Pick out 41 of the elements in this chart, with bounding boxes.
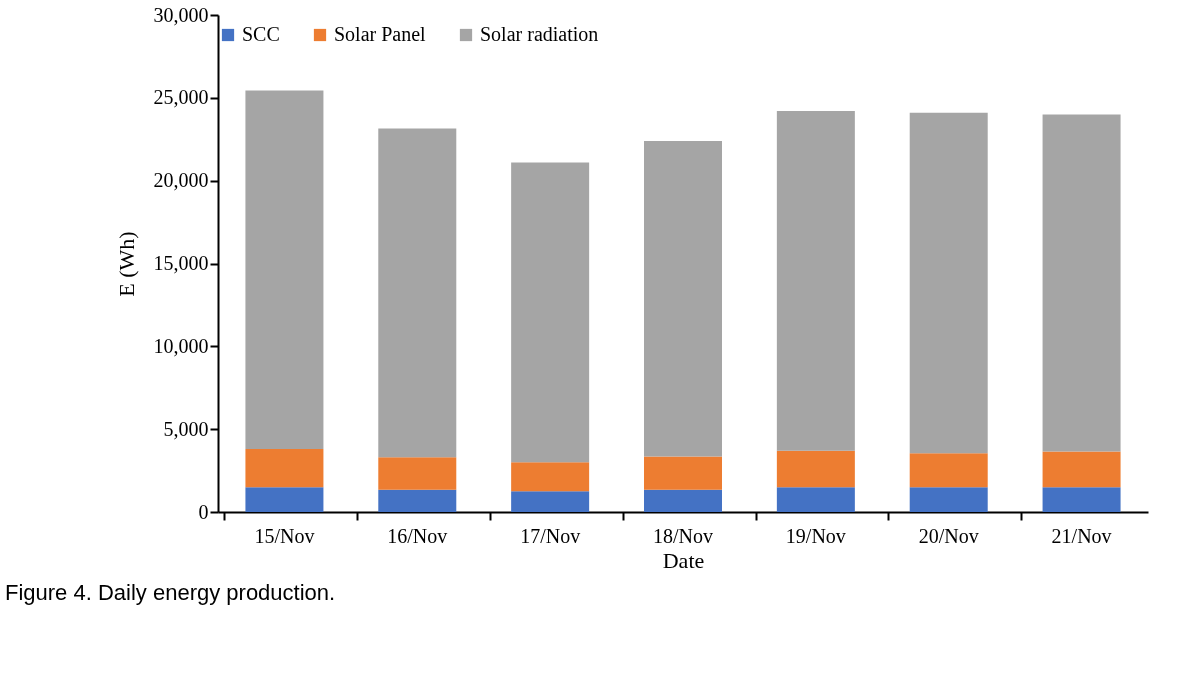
bar bbox=[378, 128, 457, 458]
bar bbox=[511, 462, 590, 492]
y-tick-label: 15,000 bbox=[153, 252, 209, 274]
caption: Figure 4. Daily energy production. bbox=[5, 580, 336, 605]
bar bbox=[909, 453, 988, 488]
x-tick-label: 19/Nov bbox=[785, 524, 846, 547]
bar bbox=[1042, 114, 1121, 452]
y-tick-label: 5,000 bbox=[163, 417, 209, 440]
bar bbox=[776, 487, 855, 512]
bar bbox=[511, 162, 590, 463]
bar bbox=[644, 489, 722, 512]
y-axis-title: E (Wh) bbox=[113, 231, 139, 297]
bar bbox=[644, 140, 722, 457]
bar bbox=[245, 90, 324, 450]
x-tick-label: 21/Nov bbox=[1051, 524, 1112, 547]
legend-label: Solar Panel bbox=[334, 23, 427, 45]
y-tick-label: 20,000 bbox=[153, 169, 209, 192]
y-tick-label: 30,000 bbox=[153, 3, 209, 26]
y-tick-label: 10,000 bbox=[153, 334, 209, 357]
x-axis-title: Date bbox=[662, 547, 705, 573]
bar bbox=[776, 450, 855, 488]
x-tick-label: 15/Nov bbox=[254, 524, 315, 547]
bar bbox=[776, 111, 855, 451]
x-tick-label: 16/Nov bbox=[387, 524, 448, 547]
bar bbox=[378, 457, 457, 490]
bar bbox=[1042, 451, 1121, 488]
bar bbox=[378, 489, 457, 512]
x-tick-label: 20/Nov bbox=[918, 524, 979, 547]
legend-label: SCC bbox=[242, 23, 280, 45]
y-tick-label: 25,000 bbox=[153, 86, 209, 109]
legend-label: Solar radiation bbox=[480, 23, 599, 45]
bar bbox=[245, 449, 324, 488]
bar bbox=[511, 491, 590, 512]
x-tick-label: 18/Nov bbox=[653, 524, 713, 547]
bar bbox=[909, 112, 988, 454]
bar bbox=[245, 487, 324, 512]
bar bbox=[909, 487, 988, 512]
bar bbox=[644, 456, 722, 490]
bar bbox=[1042, 487, 1121, 512]
y-tick-label: 0 bbox=[198, 500, 209, 523]
x-tick-label: 17/Nov bbox=[520, 524, 581, 547]
